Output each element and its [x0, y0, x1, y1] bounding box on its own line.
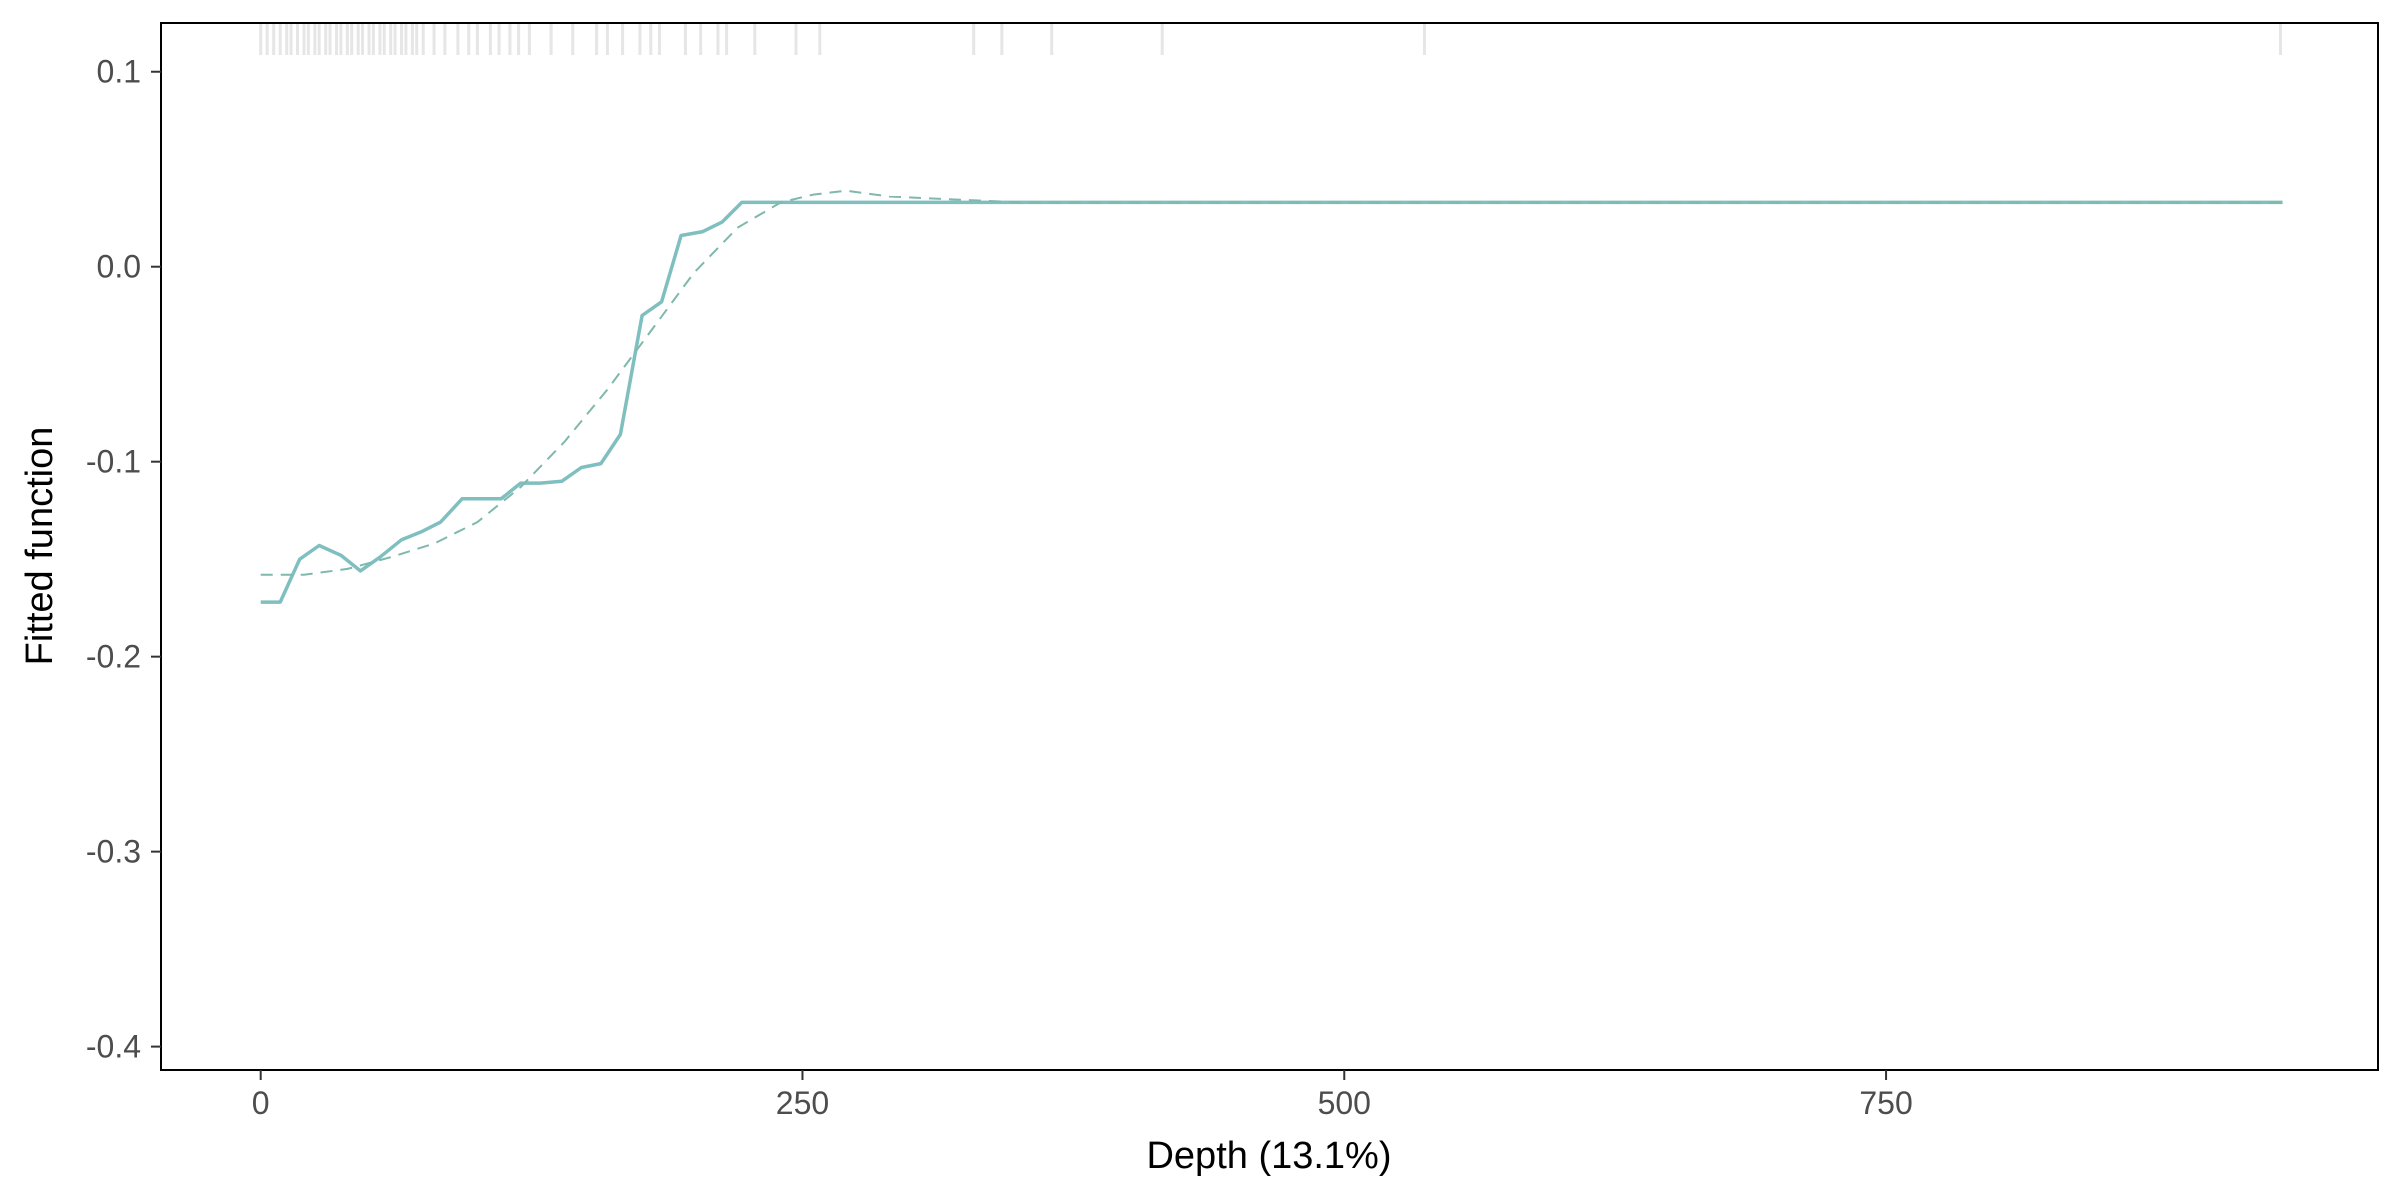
fitted-function-line	[260, 200, 2283, 604]
x-tick-label: 750	[1859, 1085, 1912, 1121]
y-tick-label: 0.0	[97, 249, 141, 285]
x-tick-label: 0	[252, 1085, 270, 1121]
y-axis: 0.1 0.0 -0.1 -0.2 -0.3 -0.4	[86, 54, 161, 1065]
x-axis: 0 250 500 750	[252, 1070, 1913, 1121]
x-axis-title: Depth (13.1%)	[1146, 1135, 1391, 1177]
rug-marks	[259, 23, 2282, 55]
data-lines	[260, 189, 2283, 604]
x-tick-label: 250	[776, 1085, 829, 1121]
y-tick-label: -0.4	[86, 1029, 141, 1065]
y-tick-label: -0.1	[86, 444, 141, 480]
y-tick-label: -0.3	[86, 834, 141, 870]
smooth-trend-line	[260, 189, 2283, 576]
y-tick-label: -0.2	[86, 639, 141, 675]
plot-frame	[160, 22, 2379, 1071]
y-axis-title: Fitted function	[19, 427, 61, 666]
x-tick-label: 500	[1318, 1085, 1371, 1121]
y-tick-label: 0.1	[97, 54, 141, 90]
